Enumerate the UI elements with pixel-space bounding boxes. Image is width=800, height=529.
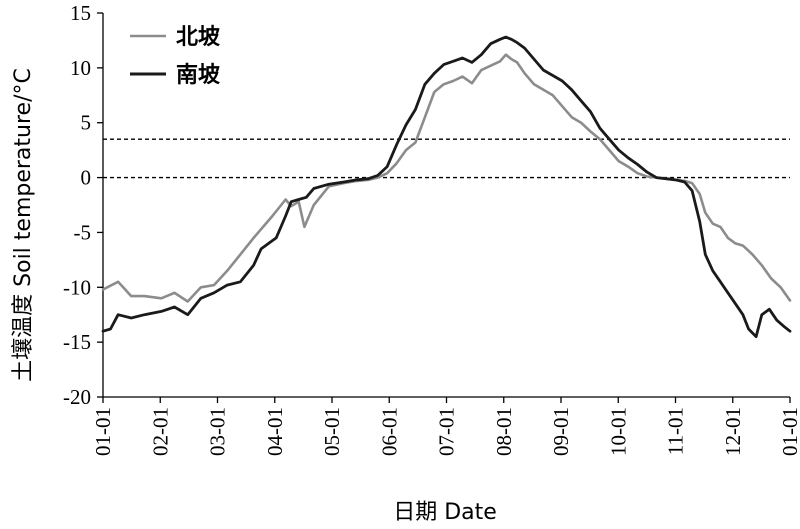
x-tick-label: 09-01: [549, 407, 573, 456]
x-tick-label: 12-01: [721, 407, 745, 456]
y-tick-label: -10: [63, 275, 91, 299]
x-axis-title: 日期 Date: [393, 500, 497, 525]
series-line-north-slope: [101, 53, 792, 303]
x-tick-label: 05-01: [320, 407, 344, 456]
x-tick-label: 11-01: [664, 407, 688, 455]
x-tick-label: 10-01: [606, 407, 630, 456]
x-tick-label: 02-01: [148, 407, 172, 456]
y-tick-label: -15: [63, 330, 91, 354]
series-lines: [101, 35, 792, 339]
y-tick-label: 10: [70, 56, 91, 80]
y-tick-label: 0: [81, 166, 92, 190]
y-tick-label: -20: [63, 385, 91, 409]
x-tick-label: 03-01: [206, 407, 230, 456]
x-tick-label: 01-01: [778, 407, 800, 456]
y-tick-label: 5: [81, 111, 92, 135]
y-tick-label: 15: [70, 1, 91, 25]
x-tick-label: 06-01: [377, 407, 401, 456]
legend-label: 北坡: [176, 25, 220, 50]
x-tick-label: 08-01: [492, 407, 516, 456]
legend-label: 南坡: [176, 63, 220, 88]
x-tick-label: 04-01: [263, 407, 287, 456]
y-axis-title: 土壤温度 Soil temperature/°C: [11, 68, 36, 382]
reference-lines: [103, 138, 790, 179]
x-tick-label: 01-01: [91, 407, 115, 456]
x-tick-label: 07-01: [435, 407, 459, 456]
series-line-south-slope: [101, 35, 792, 339]
y-tick-label: -5: [74, 220, 92, 244]
